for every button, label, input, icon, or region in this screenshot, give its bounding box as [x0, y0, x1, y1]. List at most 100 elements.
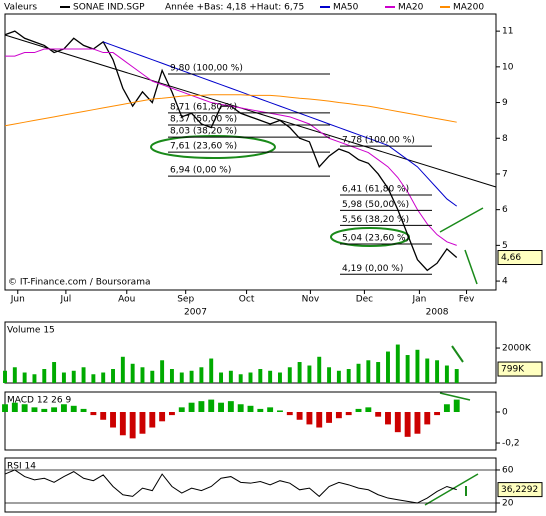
arrow [424, 473, 479, 506]
bar [306, 412, 313, 425]
bar [129, 412, 136, 439]
bar [160, 360, 165, 383]
fib-label: 8,37 (50,00 %) [170, 115, 237, 125]
y-tick-label: 8 [502, 134, 508, 144]
bar [100, 412, 107, 420]
bar [209, 358, 214, 383]
bar [424, 412, 431, 425]
bar [425, 358, 430, 383]
bar [247, 405, 254, 413]
last-value-label: 799K [501, 365, 525, 375]
line [103, 41, 458, 207]
fib-label: 6,41 (61,80 %) [342, 185, 409, 195]
y-tick-label: 11 [502, 27, 513, 37]
legend-label: MA50 [333, 3, 359, 13]
bar [149, 412, 156, 428]
bar [189, 370, 194, 383]
bar [394, 412, 401, 433]
bar [42, 369, 47, 383]
y-tick-label: 5 [502, 241, 508, 251]
x-tick-label: Jul [59, 295, 71, 305]
line [5, 48, 457, 246]
bar [228, 370, 233, 383]
bar [199, 367, 204, 383]
y-tick-label: 4 [502, 277, 508, 287]
bar [453, 399, 460, 413]
bar [21, 404, 28, 413]
year-label: 2008 [426, 308, 449, 318]
panel-title: RSI 14 [7, 462, 36, 472]
bar [31, 407, 38, 413]
bar [110, 412, 116, 428]
last-value-box [497, 250, 543, 266]
legend-label: SONAE IND.SGP [73, 3, 145, 13]
bar [32, 374, 37, 383]
y-tick-label: 9 [502, 98, 508, 108]
bar [336, 370, 341, 383]
legend-label: MA20 [398, 3, 424, 13]
bar [277, 372, 282, 383]
bar [356, 363, 361, 383]
bar [395, 344, 400, 383]
year-label: 2007 [184, 308, 207, 318]
bar [227, 401, 234, 413]
arrow [464, 249, 478, 285]
bar [219, 372, 224, 383]
bar [218, 402, 224, 413]
bar [375, 412, 382, 417]
fib-label: 6,94 (0,00 %) [170, 166, 231, 176]
bar [169, 369, 174, 383]
x-tick-label: Jun [10, 295, 25, 305]
bar [376, 362, 381, 383]
bar [366, 360, 371, 383]
bar [267, 407, 274, 413]
bar [61, 372, 66, 383]
fib-label: 5,56 (38,20 %) [342, 215, 409, 225]
x-tick-label: Fev [459, 295, 475, 305]
bar [120, 356, 125, 383]
bar [12, 367, 17, 383]
bar [198, 401, 205, 413]
x-tick-label: Dec [356, 295, 373, 305]
bar [345, 412, 352, 416]
fib-label: 9,80 (100,00 %) [170, 63, 243, 73]
bar [327, 367, 332, 383]
fib-label: 7,78 (100,00 %) [342, 136, 415, 146]
copyright: © IT-Finance.com / Boursorama [8, 278, 150, 288]
y-tick-label: 20 [502, 499, 514, 509]
bar [405, 355, 410, 383]
bar [404, 412, 411, 437]
bar [287, 367, 292, 383]
line [4, 469, 457, 504]
bar [248, 372, 253, 383]
fib-label: 5,04 (23,60 %) [342, 233, 409, 243]
bar [286, 412, 293, 416]
bar [258, 369, 263, 383]
bar [316, 412, 323, 428]
bar [41, 408, 48, 413]
bar [11, 402, 18, 413]
bar [52, 362, 57, 383]
chart-title: Valeurs [4, 3, 37, 13]
panel-frame [4, 391, 497, 451]
x-tick-label: Aou [118, 295, 135, 305]
bar [51, 407, 58, 413]
bar [188, 402, 195, 413]
bar [444, 365, 449, 383]
bar [60, 404, 67, 413]
bar [179, 372, 184, 383]
bar [277, 410, 283, 413]
y-tick-label: 60 [502, 465, 514, 475]
bar [257, 408, 264, 413]
last-value-box [497, 482, 543, 498]
panel-title: MACD 12 26 9 [7, 396, 71, 406]
bar [443, 404, 450, 413]
bar [119, 412, 126, 436]
bar [3, 370, 7, 383]
bar [81, 367, 86, 383]
bar [307, 365, 312, 383]
y-tick-label: 10 [502, 62, 514, 72]
bar [326, 412, 333, 423]
bar [140, 367, 145, 383]
bar [178, 407, 185, 413]
